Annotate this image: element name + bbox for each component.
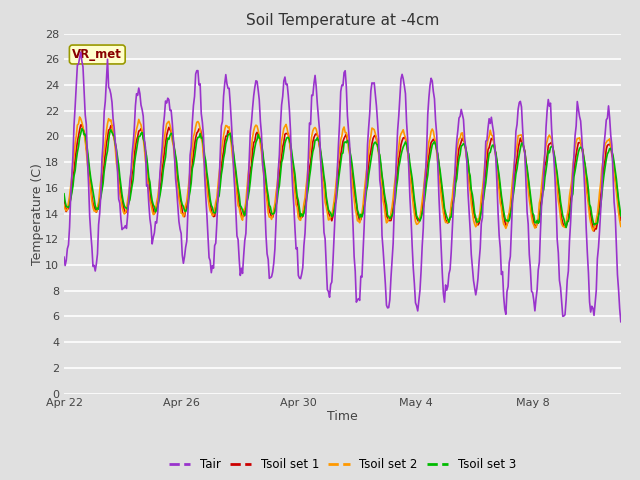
Y-axis label: Temperature (C): Temperature (C) [31, 163, 44, 264]
Text: VR_met: VR_met [72, 48, 122, 61]
Legend: Tair, Tsoil set 1, Tsoil set 2, Tsoil set 3: Tair, Tsoil set 1, Tsoil set 2, Tsoil se… [164, 454, 520, 476]
Title: Soil Temperature at -4cm: Soil Temperature at -4cm [246, 13, 439, 28]
X-axis label: Time: Time [327, 410, 358, 423]
